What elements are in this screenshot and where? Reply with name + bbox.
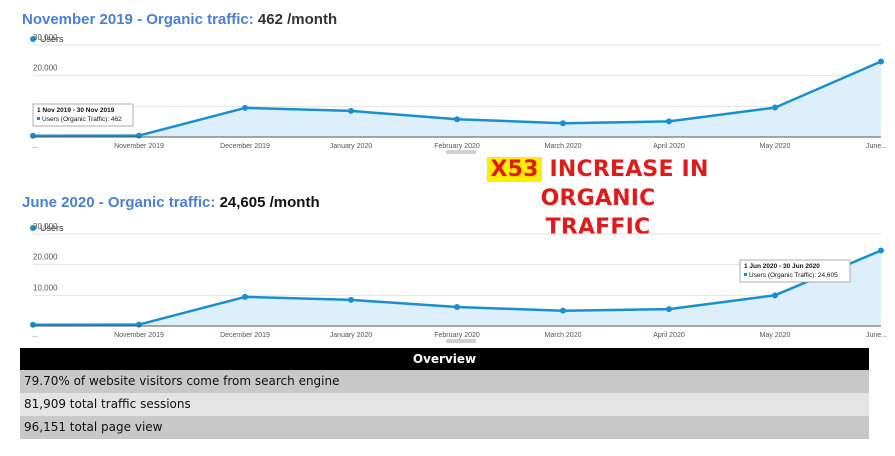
section-title-june: June 2020 - Organic traffic: 24,605 /mon… <box>22 194 320 211</box>
legend-label: Users <box>40 34 64 44</box>
x-tick-label: June... <box>866 143 887 150</box>
x-tick-label: April 2020 <box>653 332 685 339</box>
chart-legend: Users <box>30 223 64 233</box>
data-point <box>772 104 778 111</box>
section-value: 24,605 /month <box>219 194 320 211</box>
legend-marker <box>30 225 36 231</box>
banner-line-2: ORGANIC TRAFFIC <box>540 186 656 240</box>
data-point <box>666 306 672 313</box>
x-tick-label: April 2020 <box>653 143 685 150</box>
data-point <box>454 303 460 310</box>
data-point <box>878 58 884 65</box>
data-point <box>348 107 354 114</box>
section-title-november: November 2019 - Organic traffic: 462 /mo… <box>22 11 337 28</box>
x-tick-label: January 2020 <box>330 332 373 339</box>
tooltip-swatch <box>37 117 40 120</box>
x-tick-label: January 2020 <box>330 143 373 150</box>
traffic-chart-november: Users 30,000 20,000... November 2019 Decembe… <box>0 30 895 154</box>
x-tick-label: November 2019 <box>114 332 164 339</box>
data-point <box>136 321 142 328</box>
tooltip-swatch <box>744 273 747 276</box>
banner-line-1-rest: INCREASE IN <box>549 157 709 182</box>
data-point <box>242 293 248 300</box>
tooltip-text: Users (Organic Traffic): 24,605 <box>749 272 838 279</box>
x-tick-label: December 2019 <box>220 332 270 339</box>
section-label: June 2020 - Organic traffic: <box>22 194 216 211</box>
x-tick-label: ... <box>32 332 38 339</box>
legend-label: Users <box>40 223 64 233</box>
chart-tooltip: 1 Jun 2020 - 30 Jun 2020 Users (Organic T… <box>739 259 851 283</box>
traffic-chart-june: Users 30,000 20,000 10,000... November 2019 D… <box>0 219 895 343</box>
overview-header: Overview <box>20 348 869 370</box>
x-tick-label: March 2020 <box>545 332 582 339</box>
banner-line-1: X53 INCREASE IN <box>486 155 710 184</box>
y-tick-label: 30,000 <box>33 33 58 42</box>
series-area <box>33 61 881 137</box>
overview-table: Overview 79.70% of website visitors come… <box>20 348 869 439</box>
y-tick-label: 20,000 <box>33 253 58 262</box>
data-point <box>560 120 566 127</box>
data-point <box>878 247 884 254</box>
x-tick-label: February 2020 <box>434 143 480 150</box>
data-point <box>772 292 778 299</box>
data-point <box>30 132 36 139</box>
overview-row: 96,151 total page view <box>20 416 869 439</box>
x-tick-label: May 2020 <box>760 332 791 339</box>
section-value: 462 /month <box>257 11 338 28</box>
tooltip-box <box>32 103 134 127</box>
data-point <box>666 118 672 125</box>
data-point <box>30 321 36 328</box>
scroll-handle <box>446 150 476 154</box>
tooltip-title: 1 Jun 2020 - 30 Jun 2020 <box>744 263 820 270</box>
x-tick-label: ... <box>32 143 38 150</box>
y-tick-label: 20,000 <box>33 64 58 73</box>
data-point <box>560 307 566 314</box>
tooltip-title: 1 Nov 2019 - 30 Nov 2019 <box>37 107 115 114</box>
x-tick-label: June... <box>866 332 887 339</box>
x-tick-label: May 2020 <box>760 143 791 150</box>
series-area <box>33 250 881 326</box>
x-tick-label: November 2019 <box>114 143 164 150</box>
tooltip-box <box>739 259 851 283</box>
chart-tooltip: 1 Nov 2019 - 30 Nov 2019 Users (Organic T… <box>32 103 134 127</box>
chart-legend: Users <box>30 34 64 44</box>
legend-marker <box>30 36 36 42</box>
data-point <box>454 116 460 123</box>
section-label: November 2019 - Organic traffic: <box>22 11 254 28</box>
x-tick-label: December 2019 <box>220 143 270 150</box>
banner-highlight: X53 <box>487 157 542 182</box>
y-tick-label: 30,000 <box>33 222 58 231</box>
y-tick-label: 10,000 <box>33 283 58 292</box>
increase-banner: X53 INCREASE IN ORGANIC TRAFFIC <box>486 155 710 242</box>
data-point <box>136 132 142 139</box>
scroll-handle <box>446 339 476 343</box>
overview-row: 79.70% of website visitors come from sea… <box>20 370 869 393</box>
x-tick-label: March 2020 <box>545 143 582 150</box>
data-point <box>348 296 354 303</box>
data-point <box>242 104 248 111</box>
x-tick-label: February 2020 <box>434 332 480 339</box>
overview-row: 81,909 total traffic sessions <box>20 393 869 416</box>
tooltip-text: Users (Organic Traffic): 462 <box>42 116 122 123</box>
